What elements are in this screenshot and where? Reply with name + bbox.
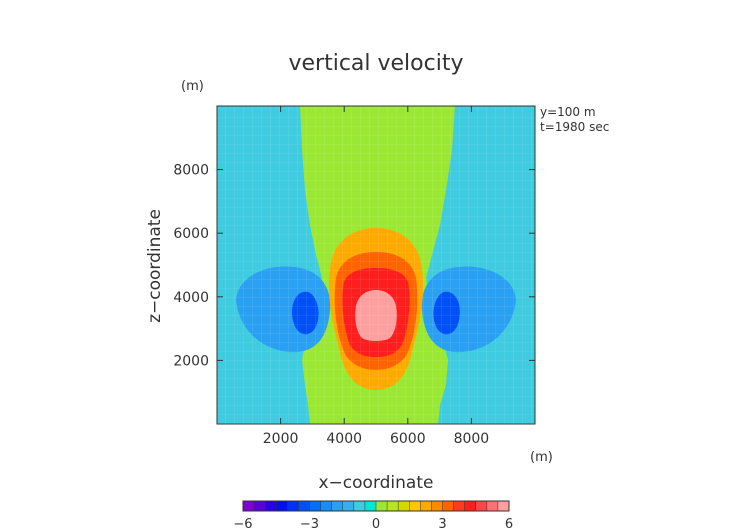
colorbar-swatch <box>353 501 366 511</box>
y-tick-label: 2000 <box>173 353 209 369</box>
x-tick-label: 4000 <box>326 431 362 447</box>
chart-title: vertical velocity <box>288 51 463 76</box>
y-tick-label: 4000 <box>173 290 209 306</box>
colorbar-swatch <box>265 501 277 511</box>
colorbar-swatch <box>243 501 255 511</box>
colorbar-swatch <box>331 501 344 511</box>
colorbar-swatch <box>309 501 321 511</box>
y-tick-label: 6000 <box>173 226 209 242</box>
colorbar-tick-label: 6 <box>505 517 513 532</box>
colorbar-swatch <box>420 501 432 511</box>
colorbar-swatch <box>464 501 477 511</box>
colorbar-swatch <box>298 501 310 511</box>
colorbar-tick-label: 0 <box>372 517 380 532</box>
colorbar-swatch <box>376 501 388 511</box>
colorbar-swatch <box>320 501 333 511</box>
plot-grid <box>217 106 535 424</box>
y-axis: 2000 4000 6000 8000 <box>173 163 535 369</box>
colorbar-swatch <box>387 501 399 511</box>
colorbar-swatch <box>409 501 421 511</box>
colorbar-swatch <box>453 501 466 511</box>
colorbar-swatch <box>364 501 377 511</box>
x-axis-label: x−coordinate <box>319 473 434 493</box>
colorbar-swatch <box>497 501 510 511</box>
plot-frame <box>216 105 536 425</box>
plot-area <box>217 106 535 424</box>
colorbar-swatch <box>342 501 355 511</box>
annotation-y: y=100 m <box>540 105 596 119</box>
colorbar-tick-label: −6 <box>233 517 252 532</box>
x-unit-label: (m) <box>530 450 553 465</box>
y-tick-label: 8000 <box>173 163 209 179</box>
x-tick-label: 2000 <box>263 431 299 447</box>
x-axis: 2000 4000 6000 8000 <box>263 106 489 447</box>
colorbar-swatch <box>486 501 499 511</box>
x-tick-label: 6000 <box>390 431 426 447</box>
y-axis-label: z−coordinate <box>145 209 165 323</box>
colorbar-swatch <box>287 501 299 511</box>
colorbar-swatch <box>475 501 488 511</box>
colorbar-swatch <box>431 501 443 511</box>
colorbar-swatch <box>276 501 288 511</box>
colorbar: −6 −3 0 3 6 <box>233 500 513 532</box>
annotation-t: t=1980 sec <box>540 120 609 134</box>
colorbar-swatch <box>398 501 410 511</box>
colorbar-swatch <box>442 501 454 511</box>
y-unit-label: (m) <box>181 79 204 94</box>
colorbar-tick-label: 3 <box>438 517 446 532</box>
colorbar-tick-label: −3 <box>300 517 319 532</box>
colorbar-swatch <box>254 501 266 511</box>
x-tick-label: 8000 <box>454 431 490 447</box>
